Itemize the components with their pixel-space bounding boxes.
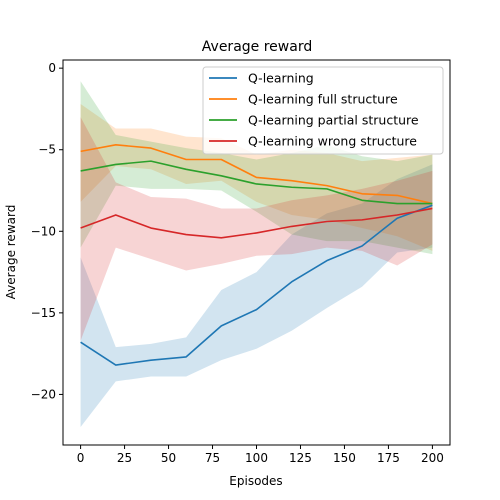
- line-q-learning-partial-structure: [80, 160, 433, 205]
- y-axis-ticks: 0 −5 −10 −15 −20: [31, 61, 63, 401]
- x-axis-ticks: 0 25 50 75 100 125 150 175 200: [77, 445, 444, 465]
- line-q-learning: [80, 204, 433, 366]
- x-axis-label: Episodes: [229, 474, 282, 488]
- band-q-learning-partial-structure: [80, 81, 433, 255]
- x-tick-label: 150: [333, 451, 356, 465]
- y-tick-label: −15: [31, 306, 56, 320]
- y-tick-label: 0: [48, 61, 56, 75]
- y-axis-label: Average reward: [4, 205, 18, 300]
- x-tick-label: 200: [421, 451, 444, 465]
- x-tick-label: 125: [289, 451, 312, 465]
- legend-label: Q-learning: [248, 71, 314, 86]
- y-tick-label: −20: [31, 387, 56, 401]
- series-lines: [80, 144, 433, 366]
- x-tick-label: 175: [377, 451, 400, 465]
- legend-label: Q-learning wrong structure: [248, 134, 417, 149]
- line-q-learning-full-structure: [80, 144, 433, 205]
- legend-label: Q-learning full structure: [248, 92, 398, 107]
- line-q-learning-wrong-structure: [80, 207, 433, 239]
- y-tick-label: −5: [38, 143, 56, 157]
- x-tick-label: 75: [205, 451, 220, 465]
- legend: Q-learning Q-learning full structure Q-lea…: [202, 66, 444, 155]
- y-tick-label: −10: [31, 224, 56, 238]
- band-q-learning-wrong-structure: [80, 117, 433, 341]
- legend-box: [202, 66, 444, 155]
- band-q-learning: [80, 164, 433, 428]
- x-tick-label: 0: [77, 451, 85, 465]
- x-tick-label: 25: [117, 451, 132, 465]
- chart-title: Average reward: [202, 39, 312, 55]
- legend-label: Q-learning partial structure: [248, 113, 419, 128]
- x-tick-label: 100: [245, 451, 268, 465]
- x-tick-label: 50: [161, 451, 176, 465]
